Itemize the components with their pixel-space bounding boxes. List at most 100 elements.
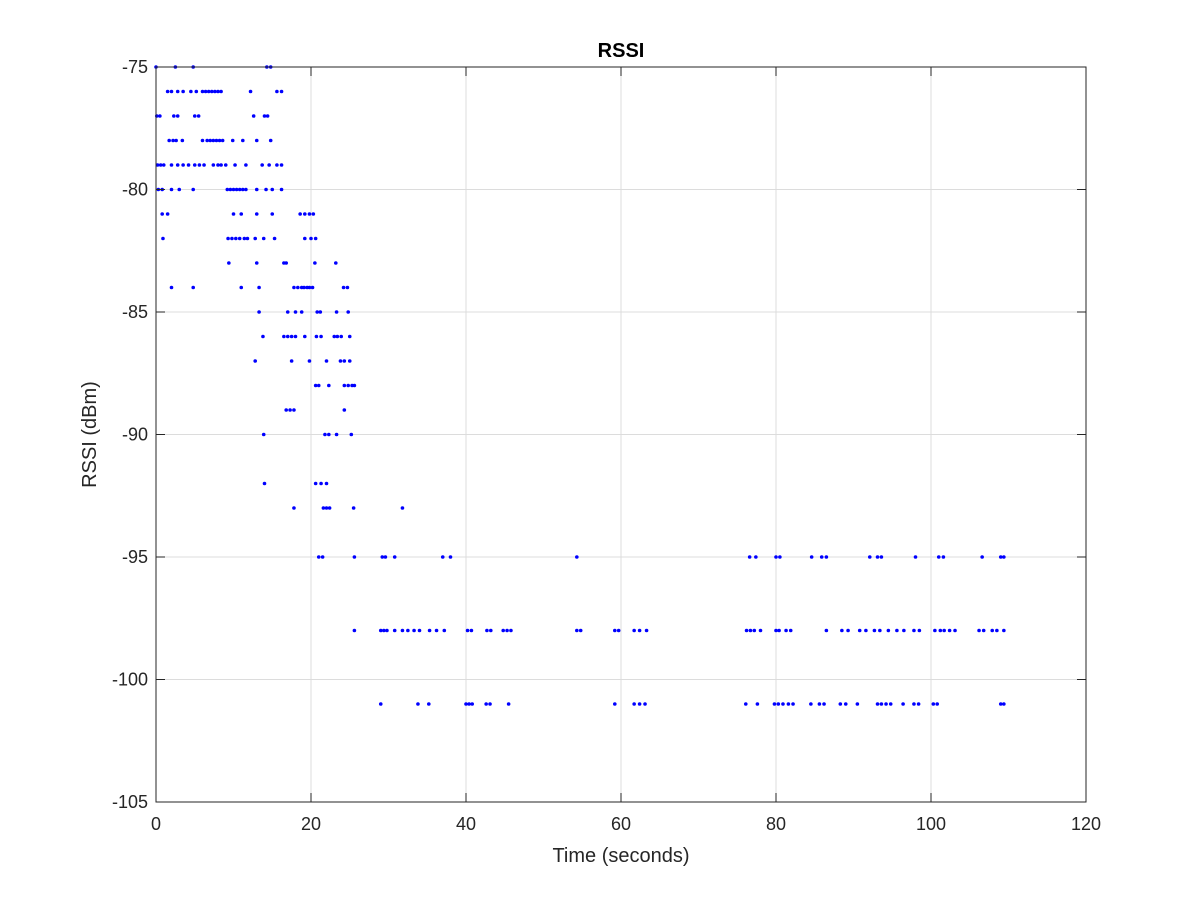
y-tick-label: -90 — [122, 425, 148, 445]
data-point — [470, 702, 475, 706]
x-tick-label: 0 — [151, 814, 161, 834]
data-point — [884, 702, 888, 706]
data-point — [400, 506, 405, 510]
x-tick-label: 100 — [916, 814, 946, 834]
data-point — [980, 555, 984, 559]
data-point — [774, 628, 778, 633]
data-point — [575, 555, 579, 559]
data-point — [434, 628, 439, 633]
data-point — [995, 628, 999, 633]
data-point — [406, 628, 410, 633]
data-point — [171, 138, 175, 143]
data-point — [208, 138, 213, 143]
data-point — [613, 702, 617, 706]
data-point — [917, 628, 922, 633]
data-point — [234, 236, 238, 241]
data-point — [161, 163, 166, 167]
data-point — [786, 702, 791, 706]
data-point — [223, 163, 228, 167]
x-tick-label: 80 — [766, 814, 786, 834]
data-point — [254, 138, 259, 143]
data-point — [303, 236, 307, 241]
data-point — [264, 187, 268, 192]
data-point — [342, 383, 347, 388]
data-point — [324, 506, 329, 510]
data-point — [902, 628, 906, 633]
data-point — [352, 555, 357, 559]
data-point — [378, 628, 383, 633]
data-point — [228, 187, 233, 192]
data-point — [261, 432, 266, 437]
data-point — [838, 702, 843, 706]
data-point — [878, 628, 882, 633]
data-point — [840, 628, 844, 633]
data-point — [254, 187, 259, 192]
data-point — [282, 334, 286, 339]
data-point — [345, 285, 350, 290]
data-point — [488, 702, 492, 706]
data-point — [262, 114, 267, 118]
axis-ticks: 0 20 40 60 80 100 120 -105 -100 -95 -90 -85 -80 -75 — [112, 57, 1101, 834]
data-point — [211, 138, 216, 143]
data-point — [341, 285, 346, 290]
data-point — [933, 628, 937, 633]
data-point — [248, 89, 253, 94]
data-point — [867, 555, 872, 559]
data-point — [351, 506, 356, 510]
data-point — [270, 212, 275, 216]
data-point — [231, 212, 236, 216]
data-point — [265, 114, 270, 118]
data-point — [400, 628, 405, 633]
data-point — [155, 163, 160, 167]
data-point — [442, 628, 447, 633]
data-point — [643, 702, 647, 706]
data-point — [261, 334, 265, 339]
data-point — [169, 89, 174, 94]
data-point — [334, 310, 339, 314]
data-point — [855, 702, 860, 706]
data-point — [214, 138, 219, 143]
data-point — [332, 334, 337, 339]
data-point — [230, 138, 235, 143]
data-point — [160, 212, 164, 216]
data-point — [169, 163, 174, 167]
data-point — [244, 163, 248, 167]
data-point — [213, 89, 217, 94]
data-point — [307, 359, 312, 363]
data-point — [206, 89, 211, 94]
data-point — [310, 285, 315, 290]
data-point — [216, 89, 220, 94]
data-point — [467, 702, 471, 706]
data-point — [319, 481, 323, 486]
data-point — [175, 89, 180, 94]
data-point — [181, 89, 185, 94]
data-point — [752, 628, 757, 633]
data-point — [321, 506, 326, 510]
data-point — [219, 89, 223, 94]
data-point — [165, 89, 170, 94]
data-point — [748, 628, 753, 633]
data-point — [327, 432, 331, 437]
data-point — [196, 114, 201, 118]
data-point — [941, 555, 946, 559]
data-point — [237, 236, 242, 241]
data-point — [347, 334, 352, 339]
data-point — [299, 310, 304, 314]
data-point — [791, 702, 795, 706]
data-point — [1002, 702, 1006, 706]
data-point — [383, 555, 388, 559]
data-point — [901, 702, 905, 706]
data-point — [744, 628, 749, 633]
data-point — [316, 383, 321, 388]
data-point — [245, 236, 250, 241]
data-point — [501, 628, 506, 633]
chart-title: RSSI — [598, 40, 645, 62]
data-point — [203, 89, 208, 94]
data-point — [298, 212, 302, 216]
x-tick-label: 60 — [611, 814, 631, 834]
data-point — [509, 628, 513, 633]
data-point — [272, 236, 277, 241]
data-point — [180, 138, 185, 143]
data-point — [220, 138, 225, 143]
data-point — [936, 555, 941, 559]
